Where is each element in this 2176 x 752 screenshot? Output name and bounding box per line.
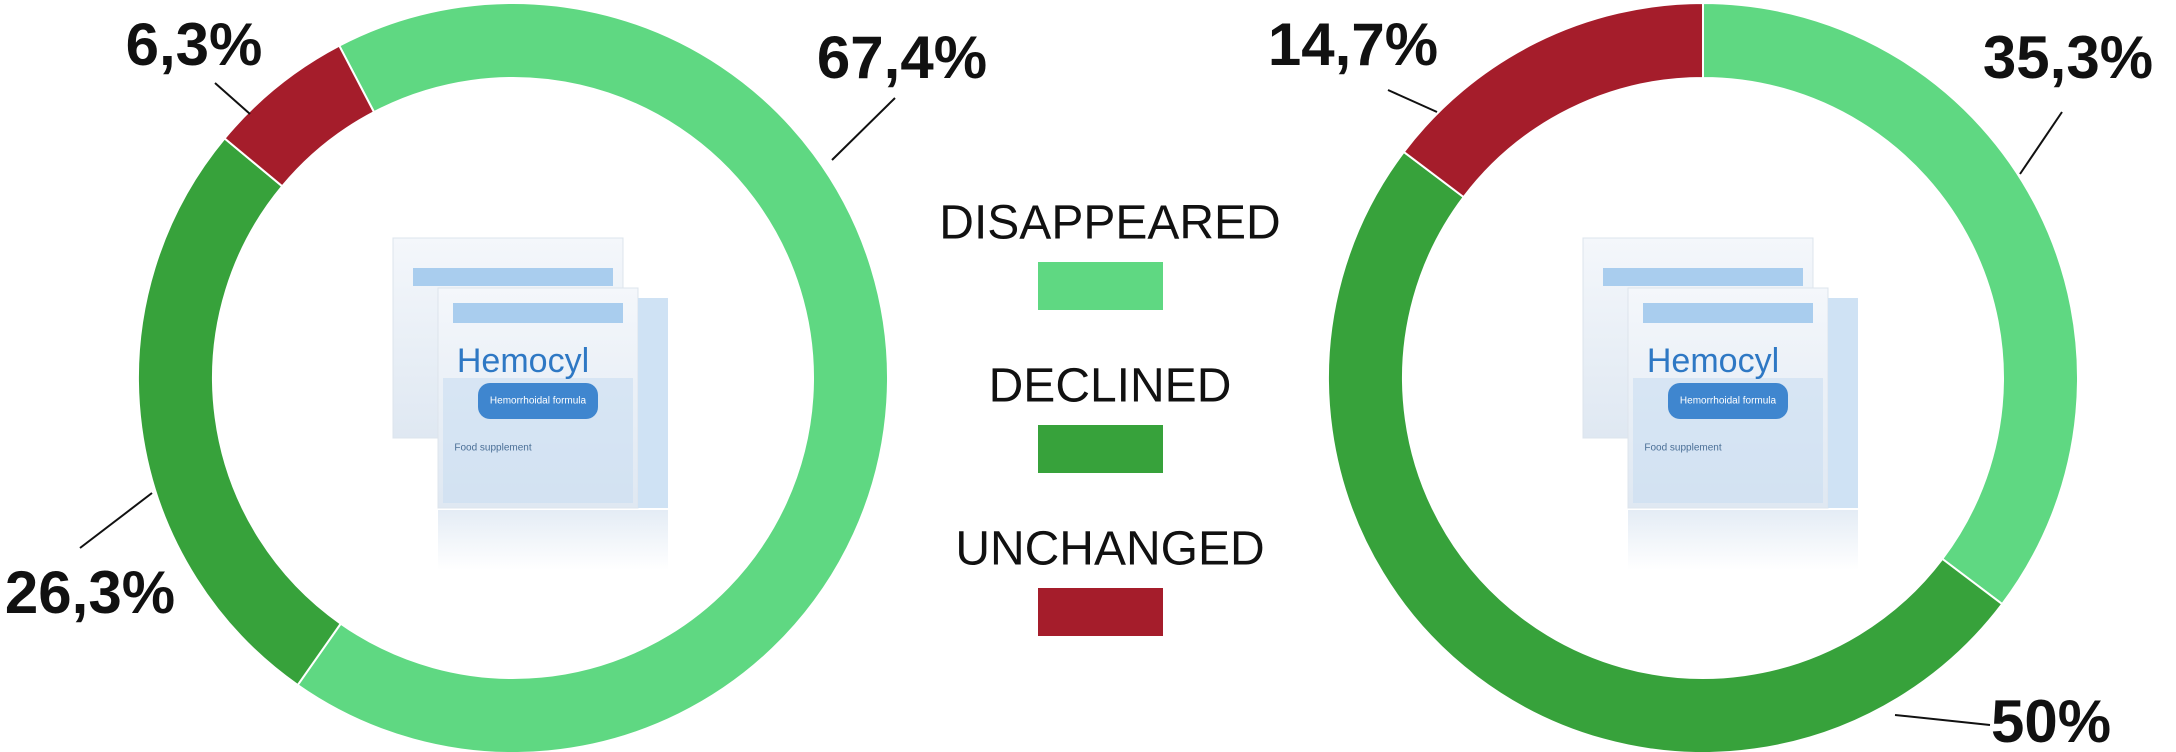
value-label: 67,4%	[817, 24, 987, 91]
donut-segment	[1328, 152, 2002, 752]
legend-label: DISAPPEARED	[939, 197, 1280, 250]
subtitle-pill	[478, 383, 598, 419]
box-side	[1828, 298, 1858, 508]
box-front-band	[1643, 303, 1813, 323]
value-label: 50%	[1991, 688, 2111, 752]
value-label: 35,3%	[1983, 24, 2153, 91]
product-image: Hemocyl Hemorrhoidal formula Food suppleme…	[1582, 237, 1858, 570]
reflection	[1628, 510, 1858, 570]
box-side	[638, 298, 668, 508]
box-back-band	[1603, 268, 1803, 286]
value-label: 26,3%	[5, 559, 175, 626]
note: Food supplement	[454, 443, 531, 454]
box-front-band	[453, 303, 623, 323]
legend-label: DECLINED	[989, 360, 1232, 413]
legend-swatch	[1038, 425, 1163, 473]
donut-segment	[223, 44, 376, 188]
value-label: 6,3%	[126, 11, 263, 78]
subtitle: Hemorrhoidal formula	[1680, 396, 1777, 407]
leader-line	[214, 82, 251, 115]
leader-line	[1387, 89, 1438, 113]
legend-label: UNCHANGED	[955, 523, 1264, 576]
leader-line	[831, 97, 896, 161]
subtitle-pill	[1668, 383, 1788, 419]
brand: Hemocyl	[457, 342, 589, 380]
note: Food supplement	[1644, 443, 1721, 454]
subtitle: Hemorrhoidal formula	[490, 396, 587, 407]
leader-line	[2019, 111, 2063, 175]
leader-line	[79, 492, 153, 549]
reflection	[438, 510, 668, 570]
leader-line	[1894, 714, 1991, 726]
box-back-band	[413, 268, 613, 286]
brand: Hemocyl	[1647, 342, 1779, 380]
donut-segment	[1402, 1, 1704, 199]
value-label: 14,7%	[1268, 11, 1438, 78]
donut-segment	[1702, 1, 2079, 606]
product-image: Hemocyl Hemorrhoidal formula Food suppleme…	[392, 237, 668, 570]
legend-swatch	[1038, 588, 1163, 636]
legend-swatch	[1038, 262, 1163, 310]
